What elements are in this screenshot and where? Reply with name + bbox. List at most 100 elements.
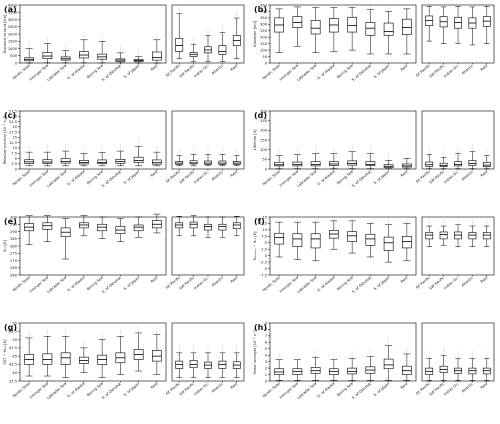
outlier-point — [370, 149, 371, 151]
y-tick-label: 295 — [10, 223, 17, 227]
box-rest: Rest — [480, 351, 491, 390]
outlier-point — [315, 352, 316, 354]
x-tick-label: G. of Alaska — [317, 382, 336, 399]
outlier-point — [443, 221, 444, 222]
y-tick-label: 27.5 — [9, 109, 17, 113]
outlier-point — [428, 355, 430, 357]
y-tick-label: 45 — [12, 354, 17, 358]
box-rest: Rest — [400, 346, 412, 390]
x-tick-label: Rest — [400, 381, 409, 389]
outlier-point — [101, 150, 103, 152]
y-tick-label: 3 — [265, 360, 267, 364]
outlier-point — [333, 353, 335, 355]
y-tick-label: 270 — [10, 259, 18, 263]
outlier-point — [297, 152, 298, 153]
outlier-point — [315, 218, 316, 220]
outlier-point — [101, 147, 103, 149]
outlier-point — [207, 32, 209, 34]
box-atlantic: Atlantic — [461, 218, 477, 288]
x-tick-label: Rest — [230, 275, 239, 283]
y-tick-label: 5 — [15, 157, 17, 161]
box-iqr — [60, 352, 71, 365]
outlier-point — [333, 219, 335, 221]
outlier-point — [65, 145, 66, 146]
outlier-point — [120, 330, 121, 332]
outlier-point — [193, 346, 194, 348]
outlier-point — [236, 149, 238, 151]
box-iqr — [310, 20, 321, 35]
outlier-point — [370, 151, 371, 153]
outlier-point — [443, 224, 444, 226]
outlier-point — [333, 355, 335, 357]
outlier-point — [178, 148, 180, 150]
box-iqr — [402, 236, 412, 249]
outlier-point — [101, 146, 103, 148]
outlier-point — [28, 147, 30, 148]
y-tick-label: 300 — [260, 109, 268, 113]
outlier-point — [370, 350, 371, 352]
outlier-point — [315, 151, 316, 153]
y-tick-label: 5 — [265, 347, 267, 351]
outlier-point — [178, 154, 180, 155]
axes-frame-left — [269, 4, 417, 64]
y-tick-label: 150 — [260, 42, 268, 46]
outlier-point — [47, 331, 48, 333]
y-axis-label: Diameter [km] — [253, 20, 257, 47]
outlier-point — [138, 140, 139, 141]
outlier-point — [351, 145, 353, 147]
outlier-point — [428, 222, 430, 223]
box-sw-pacific: SW Pacific — [179, 345, 198, 397]
outlier-point — [370, 146, 371, 148]
x-tick-label: Atlantic — [461, 382, 474, 394]
outlier-point — [406, 151, 408, 153]
axes-frame-left — [19, 322, 167, 382]
outlier-point — [315, 351, 316, 352]
outlier-point — [472, 354, 473, 356]
outlier-point — [297, 354, 298, 356]
outlier-point — [406, 153, 408, 155]
x-tick-label: Labrador Sea — [46, 170, 67, 188]
outlier-point — [333, 150, 335, 152]
outlier-point — [207, 152, 209, 154]
outlier-point — [156, 145, 158, 146]
outlier-point — [388, 158, 389, 160]
outlier-point — [278, 355, 280, 357]
axes-frame-left — [269, 110, 417, 170]
outlier-point — [193, 149, 194, 151]
outlier-point — [120, 45, 121, 47]
outlier-point — [222, 31, 223, 32]
outlier-point — [193, 350, 194, 351]
box-rest: Rest — [150, 327, 162, 390]
y-tick-label: 50 — [262, 158, 267, 162]
outlier-point — [156, 329, 158, 331]
outlier-point — [297, 219, 298, 221]
box-s-of-japan: S. of Japan — [373, 6, 394, 79]
y-tick-label: 42.5 — [9, 363, 17, 367]
outlier-point — [315, 149, 316, 151]
box-rest: Rest — [400, 151, 412, 178]
outlier-point — [406, 156, 408, 158]
y-tick-label: 4 — [265, 354, 268, 358]
outlier-point — [101, 37, 103, 39]
outlier-point — [428, 220, 430, 221]
outlier-point — [236, 347, 238, 349]
outlier-point — [406, 350, 408, 351]
outlier-point — [388, 6, 389, 8]
outlier-point — [443, 222, 444, 223]
outlier-point — [278, 220, 280, 222]
outlier-point — [207, 147, 209, 148]
outlier-point — [333, 218, 335, 219]
outlier-point — [351, 354, 353, 356]
outlier-point — [138, 54, 139, 56]
box-se-pacific: SE Pacific — [415, 147, 434, 184]
y-axis-label: θₛₑₐₛₗₑᵥₗ − θₑ₃ [K] — [253, 231, 257, 260]
outlier-point — [65, 330, 66, 332]
outlier-point — [406, 154, 408, 156]
y-tick-label: 2500 — [8, 25, 18, 29]
outlier-point — [222, 28, 223, 30]
outlier-point — [28, 331, 30, 333]
y-tick-label: 275 — [10, 252, 17, 256]
outlier-point — [28, 335, 30, 336]
outlier-point — [83, 34, 85, 36]
x-tick-label: Bering Sea — [86, 64, 104, 80]
